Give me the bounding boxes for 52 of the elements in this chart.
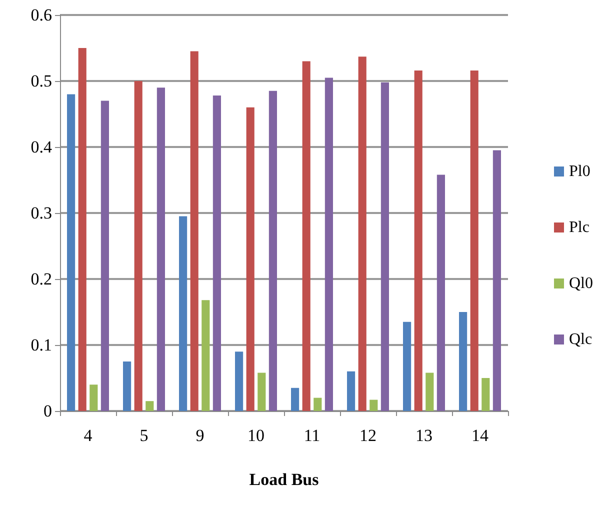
bar — [403, 322, 412, 411]
legend-label: Pl0 — [569, 163, 590, 180]
bar — [123, 362, 132, 411]
bar — [146, 401, 154, 411]
legend-label: Ql0 — [569, 275, 593, 292]
bar — [90, 384, 98, 411]
x-tick-label: 11 — [304, 426, 320, 445]
bar — [134, 81, 142, 411]
bar — [156, 88, 165, 411]
bar — [179, 216, 188, 411]
bar — [212, 96, 221, 411]
bar — [414, 70, 422, 411]
bar — [78, 48, 86, 411]
x-tick-label: 12 — [360, 426, 376, 445]
bar — [314, 398, 322, 411]
y-tick-label: 0.5 — [30, 72, 52, 90]
x-tick-label: 13 — [416, 426, 432, 445]
x-tick-label: 9 — [196, 426, 204, 445]
bar — [235, 352, 244, 411]
y-tick-label: 0.6 — [30, 6, 52, 24]
x-tick-label: 10 — [248, 426, 264, 445]
bar — [190, 51, 198, 411]
bar — [370, 400, 378, 411]
legend-label: Plc — [569, 219, 590, 236]
bar — [291, 388, 300, 411]
x-tick-label: 4 — [84, 426, 93, 445]
bar — [347, 371, 356, 411]
x-axis-title: Load Bus — [249, 470, 320, 489]
y-tick-label: 0.2 — [30, 270, 52, 288]
bar — [358, 56, 366, 411]
y-tick-label: 0.1 — [30, 336, 52, 354]
x-tick-label: 5 — [140, 426, 148, 445]
bar — [268, 90, 277, 411]
bar — [246, 107, 254, 411]
bar — [202, 300, 210, 411]
y-tick-label: 0.4 — [30, 138, 52, 156]
bar — [67, 94, 76, 411]
x-tick-label: 14 — [472, 426, 489, 445]
bar — [302, 61, 310, 411]
bar — [436, 174, 445, 411]
bar — [482, 378, 490, 411]
bar — [426, 372, 434, 411]
legend-label: Qlc — [569, 331, 592, 348]
bar — [459, 312, 468, 411]
bar — [492, 150, 501, 411]
bar — [100, 100, 109, 411]
y-tick-label: 0 — [44, 402, 52, 420]
bar — [470, 70, 478, 411]
bar — [258, 372, 266, 411]
y-tick-label: 0.3 — [30, 204, 52, 222]
bar — [380, 82, 389, 411]
bar — [324, 78, 333, 411]
